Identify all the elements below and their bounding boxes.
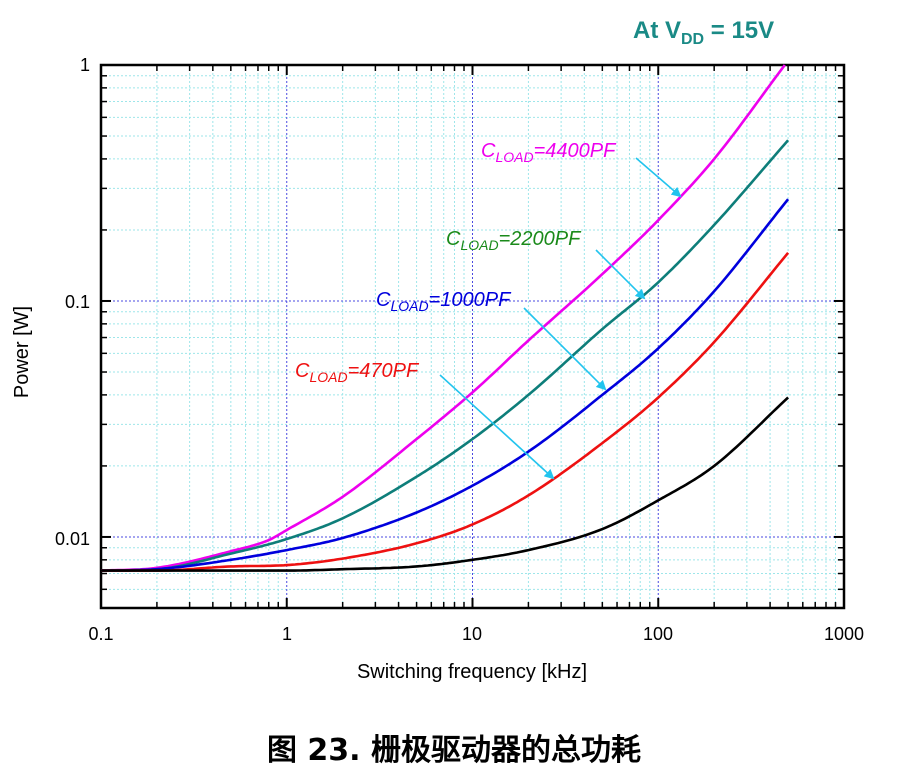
series-line-4400pf	[100, 64, 786, 572]
series-line-470pf	[101, 251, 790, 572]
x-tick-labels: 0.1 1 10 100 1000	[88, 624, 864, 644]
series-layer	[100, 64, 790, 572]
arrow-2200pf	[595, 249, 646, 300]
arrow-470pf	[439, 374, 555, 480]
x-tick-label: 1	[282, 624, 292, 644]
x-tick-label: 0.1	[88, 624, 113, 644]
x-tick-label: 1000	[824, 624, 864, 644]
y-tick-label: 1	[80, 55, 90, 75]
x-axis-label: Switching frequency [kHz]	[357, 661, 587, 683]
arrow-4400pf	[635, 157, 682, 198]
label-4400pf: CLOAD=4400PF	[481, 140, 617, 165]
figure-caption: 图 23. 栅极驱动器的总功耗	[267, 733, 641, 768]
arrow-1000pf	[523, 307, 607, 391]
label-2200pf: CLOAD=2200PF	[446, 228, 582, 253]
y-tick-labels: 0.01 0.1 1	[55, 55, 90, 549]
x-tick-label: 100	[643, 624, 673, 644]
minor-grid	[101, 65, 844, 609]
label-470pf: CLOAD=470PF	[295, 360, 420, 385]
condition-label: At VDD = 15V	[633, 17, 774, 48]
series-line-1000pf	[101, 198, 790, 572]
series-line-2200pf	[101, 139, 790, 572]
tick-marks	[100, 64, 845, 609]
y-tick-label: 0.1	[65, 292, 90, 312]
y-axis-label: Power [W]	[11, 306, 33, 398]
series-line-baseline	[101, 396, 789, 572]
label-1000pf: CLOAD=1000PF	[376, 289, 512, 314]
x-tick-label: 10	[462, 624, 482, 644]
callout-arrows	[439, 157, 682, 480]
y-tick-label: 0.01	[55, 529, 90, 549]
